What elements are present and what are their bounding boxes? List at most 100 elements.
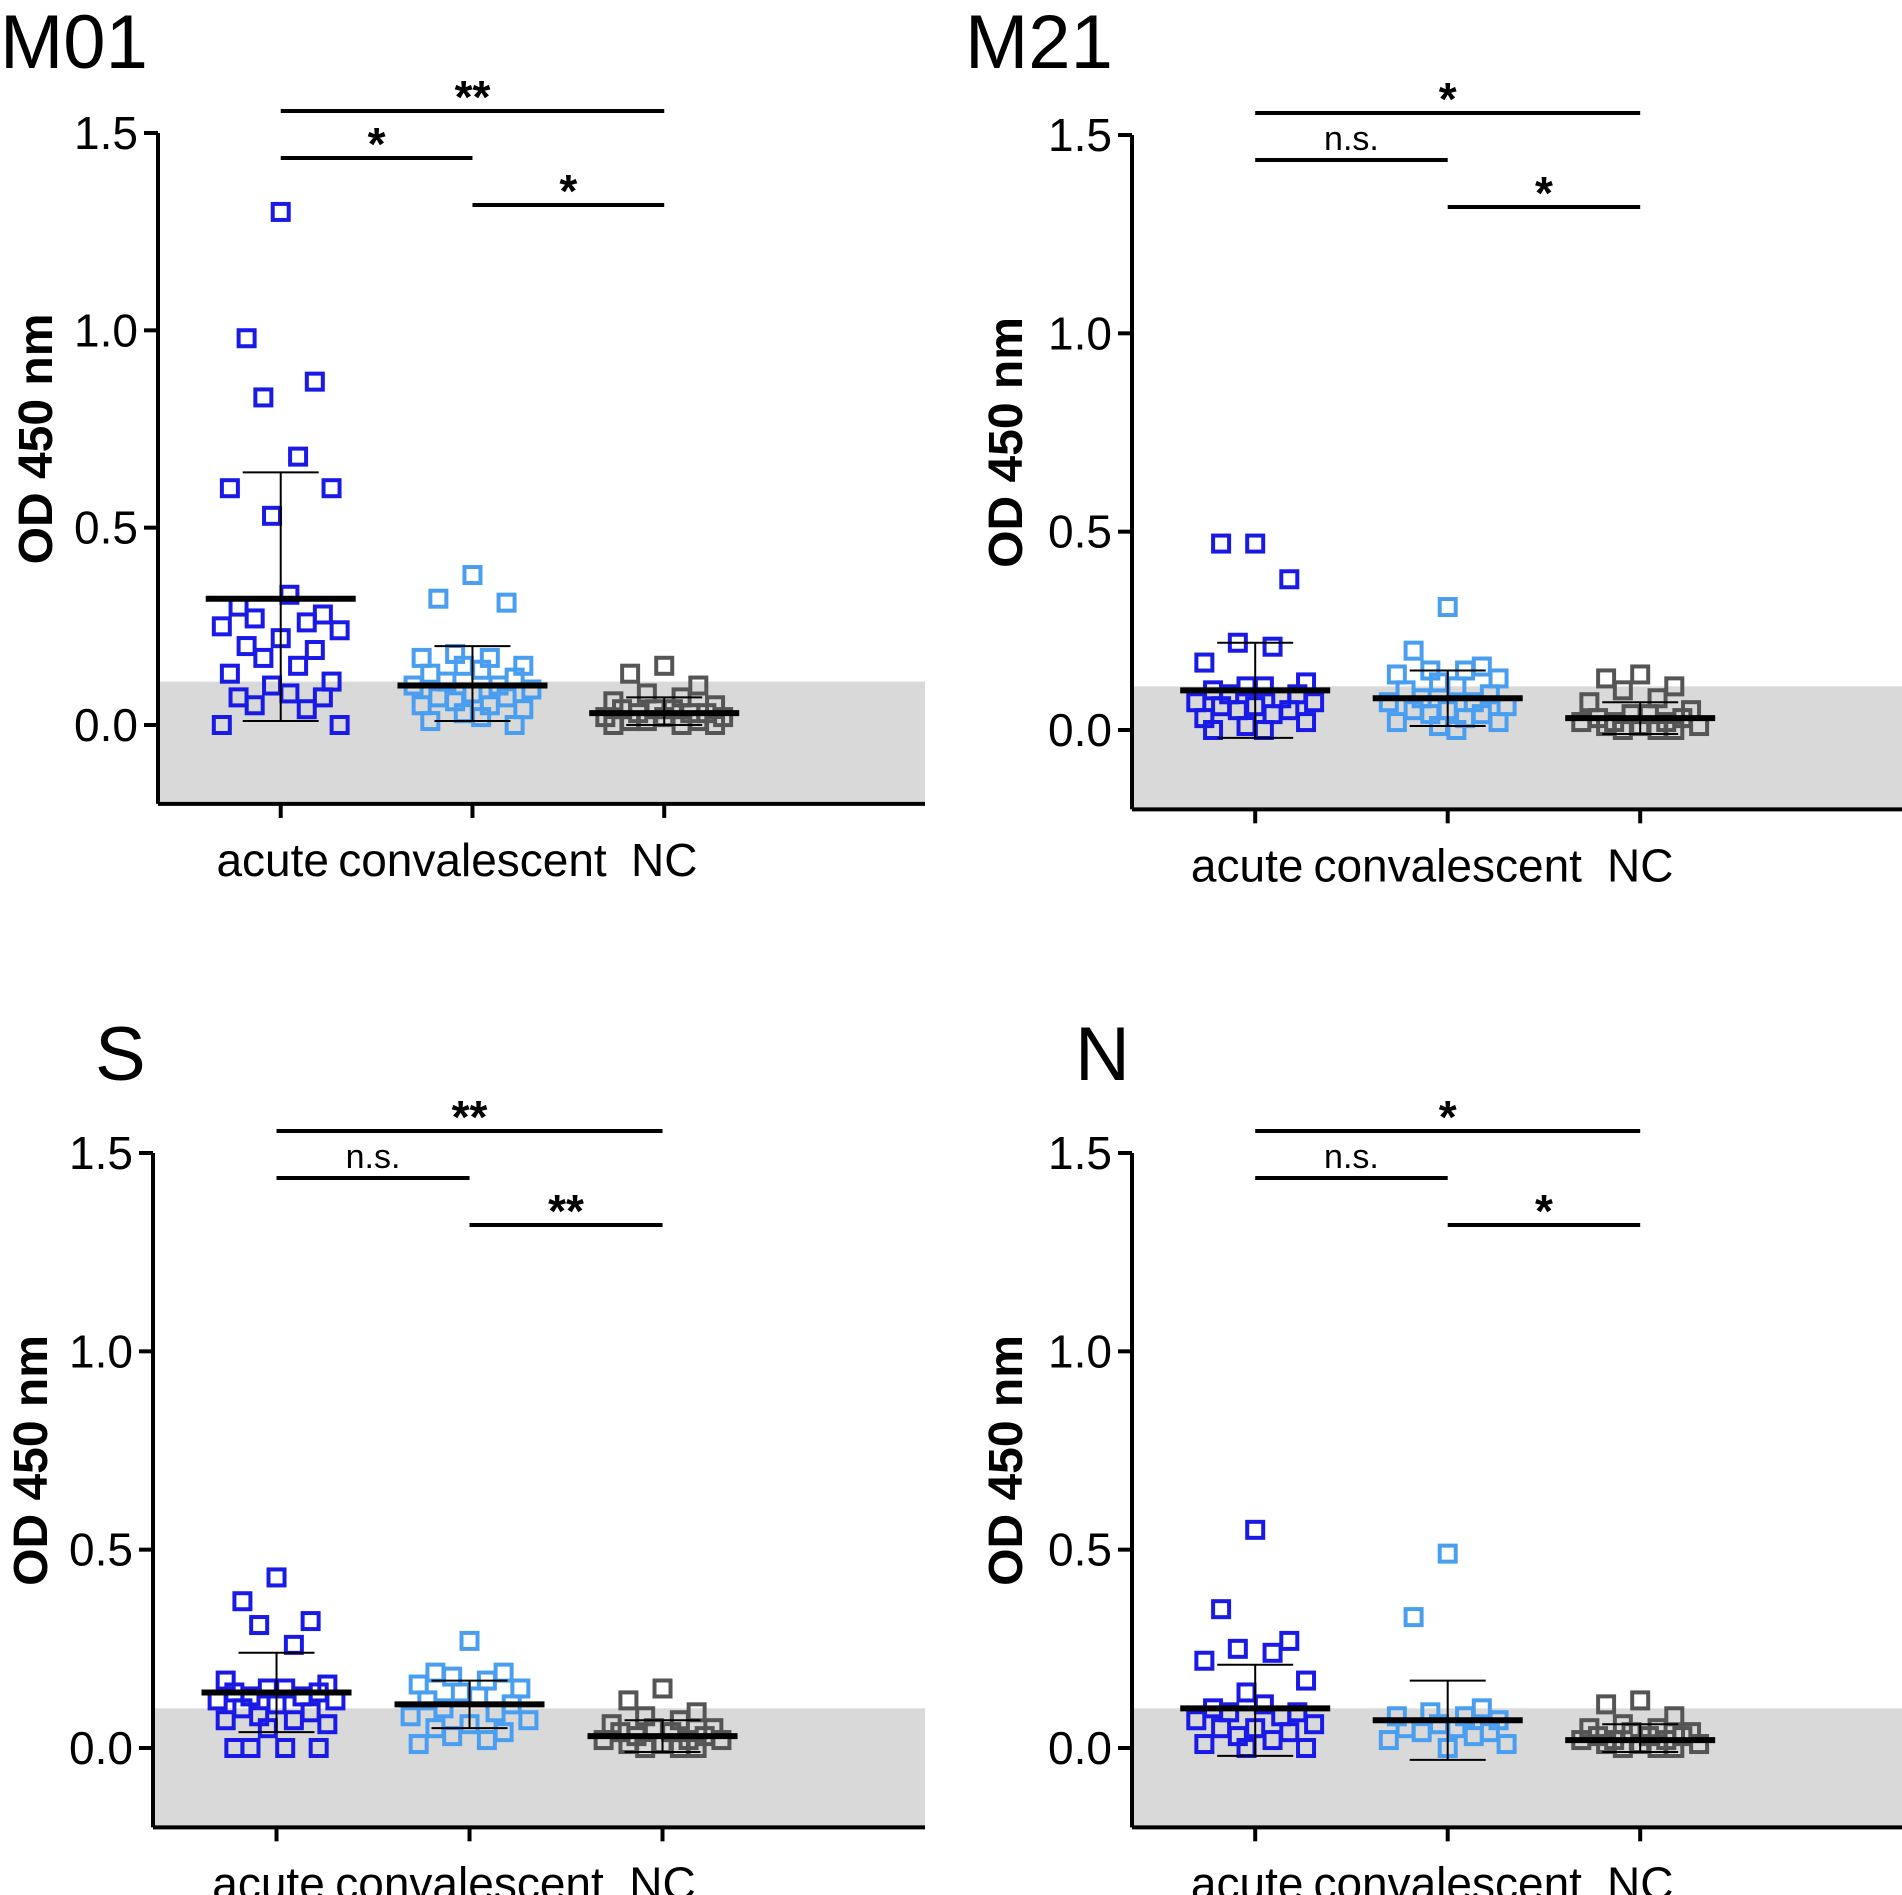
data-point-NC [603, 715, 624, 735]
data-point-convalescent [518, 1710, 539, 1731]
cutoff-band [153, 1708, 925, 1828]
data-point-acute [283, 1634, 304, 1655]
data-point-convalescent [1411, 1722, 1432, 1743]
data-point-acute [288, 446, 309, 467]
data-point-convalescent [1378, 1730, 1399, 1751]
data-point-acute [296, 699, 317, 720]
y-tick-label: 0.0 [1048, 1722, 1112, 1774]
data-point-acute [1262, 636, 1283, 657]
panel-n: N OD 450 nm 0.0 0.5 1.0 1.5 acute convalescent N… [980, 1012, 1902, 1895]
y-tick-label: 1.0 [1048, 1325, 1112, 1377]
data-point-acute [1186, 1710, 1207, 1731]
data-point-acute [312, 604, 333, 625]
data-point-acute [1262, 1642, 1283, 1663]
data-point-acute [321, 478, 342, 499]
panel-m21: M21 OD 450 nm 0.0 0.5 1.0 1.5 acute convalescen… [965, 0, 1902, 891]
data-point-NC [635, 1738, 656, 1758]
data-point-acute [1304, 1714, 1325, 1735]
data-point-NC [1689, 1734, 1710, 1755]
data-point-acute [304, 640, 325, 661]
data-point-acute [1227, 1638, 1248, 1659]
data-point-convalescent [408, 1674, 429, 1695]
data-point-acute [249, 1615, 270, 1636]
data-point-convalescent [510, 1678, 531, 1699]
data-point-acute [1279, 569, 1300, 590]
y-tick-label: 0.0 [74, 699, 138, 751]
data-point-acute [283, 1710, 304, 1731]
data-point-convalescent [1403, 1607, 1424, 1628]
data-point-NC [688, 675, 709, 696]
data-point-NC [652, 1678, 673, 1699]
data-point-acute [1194, 1734, 1215, 1755]
data-point-acute [1296, 712, 1317, 733]
data-point-convalescent [408, 1734, 429, 1755]
data-point-acute [253, 387, 274, 408]
data-point-acute [1279, 1630, 1300, 1651]
data-point-acute [236, 328, 257, 349]
data-point-convalescent [425, 1662, 446, 1683]
cutoff-band [1132, 686, 1902, 810]
data-point-convalescent [1496, 1734, 1517, 1755]
data-point-acute [304, 371, 325, 392]
data-point-NC [1571, 712, 1592, 733]
significance-label: ** [455, 71, 491, 123]
data-point-acute [219, 663, 240, 684]
data-point-acute [244, 695, 265, 716]
data-point-convalescent [1463, 1726, 1484, 1747]
data-point-convalescent [462, 565, 483, 586]
data-point-NC [1612, 680, 1633, 701]
data-point-convalescent [521, 679, 542, 700]
significance-label: * [368, 118, 386, 170]
data-point-acute [1194, 652, 1215, 673]
x-tick-label: NC [1607, 1857, 1673, 1895]
data-point-acute [1245, 533, 1266, 554]
significance-label: ** [452, 1091, 488, 1143]
data-point-acute [215, 1710, 236, 1731]
data-point-NC [711, 1730, 732, 1751]
data-point-NC [1664, 676, 1685, 697]
x-tick-label: NC [629, 1857, 695, 1895]
data-point-acute [240, 1738, 261, 1758]
data-point-acute [1236, 1682, 1257, 1703]
data-point-acute [275, 1738, 296, 1758]
data-point-convalescent [1437, 597, 1458, 618]
data-point-acute [262, 505, 283, 526]
data-point-acute [244, 608, 265, 629]
data-point-acute [1262, 1730, 1283, 1751]
data-point-acute [1296, 1738, 1317, 1758]
panel-title: N [1075, 1012, 1130, 1097]
data-point-convalescent [1488, 668, 1509, 689]
data-point-NC [669, 1738, 690, 1758]
data-point-acute [1296, 1670, 1317, 1691]
x-tick-label: acute [1191, 1857, 1304, 1895]
data-point-acute [308, 1738, 329, 1758]
y-tick-label: 0.5 [69, 1524, 133, 1576]
data-point-convalescent [400, 1706, 421, 1727]
x-tick-label: acute [1191, 839, 1304, 891]
data-point-NC [1630, 664, 1651, 685]
data-point-NC [1596, 668, 1617, 689]
x-tick-label: acute [212, 1857, 325, 1895]
panel-title: M01 [0, 0, 148, 85]
y-axis-label: OD 450 nm [980, 317, 1033, 568]
y-tick-label: 1.5 [74, 107, 138, 159]
data-point-convalescent [504, 715, 525, 735]
data-point-convalescent [476, 1730, 497, 1751]
x-tick-label: acute [216, 834, 329, 886]
significance-label: ** [548, 1185, 584, 1237]
data-point-NC [620, 663, 641, 684]
panel-title: M21 [965, 0, 1113, 85]
data-point-acute [236, 636, 257, 657]
data-point-acute [312, 687, 333, 708]
significance-label: n.s. [1324, 120, 1379, 158]
data-point-acute [1203, 720, 1224, 740]
data-point-acute [1211, 1599, 1232, 1620]
data-point-acute [1304, 692, 1325, 713]
y-tick-label: 1.5 [69, 1127, 133, 1179]
data-point-acute [296, 612, 317, 633]
data-point-NC [1630, 1690, 1651, 1711]
data-point-convalescent [1403, 640, 1424, 661]
y-tick-label: 1.0 [69, 1325, 133, 1377]
data-point-convalescent [411, 647, 432, 668]
significance-label: * [1535, 1185, 1553, 1237]
